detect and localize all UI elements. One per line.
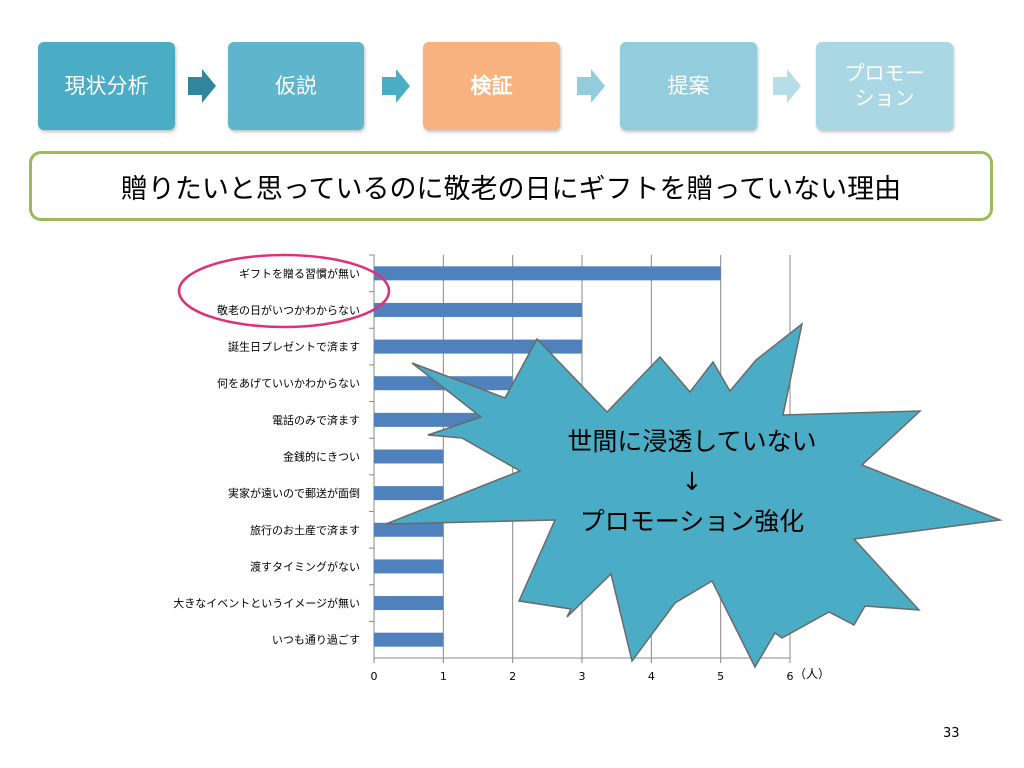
callout-starburst — [385, 322, 1003, 669]
chart-bar — [374, 632, 444, 647]
flow-step-label: 現状分析 — [64, 73, 149, 98]
x-unit-label: （人） — [794, 667, 830, 681]
flow-arrow-1 — [188, 69, 216, 103]
callout-line-2: プロモーション強化 — [580, 507, 805, 536]
slide-title: 贈りたいと思っているのに敬老の日にギフトを贈っていない理由 — [120, 173, 902, 205]
flow-step-hypothesis: 仮説 — [228, 42, 364, 130]
callout-line-1: 世間に浸透していない — [567, 427, 816, 456]
category-label: 大きなイベントというイメージが無い — [173, 596, 360, 610]
flow-step-label: プロモー ション — [844, 61, 925, 110]
flow-arrow-3 — [577, 69, 605, 103]
flow-step-promotion: プロモー ション — [816, 42, 953, 130]
chart-bar — [374, 522, 444, 537]
flow-step-label: 検証 — [470, 73, 513, 98]
chart-bar — [374, 302, 582, 317]
x-tick-label: 4 — [648, 670, 655, 683]
x-tick-label: 2 — [509, 670, 516, 683]
chart-bar — [374, 486, 444, 501]
flow-arrow-4 — [773, 69, 801, 103]
slide-title-box: 贈りたいと思っているのに敬老の日にギフトを贈っていない理由 — [29, 151, 993, 221]
flow-step-verification: 検証 — [423, 42, 560, 130]
category-label: いつも通り過ごす — [272, 633, 360, 647]
chart-bar — [374, 339, 582, 354]
category-label: ギフトを贈る習慣が無い — [239, 266, 360, 280]
page-number: 33 — [943, 726, 960, 741]
category-label: 渡すタイミングがない — [250, 559, 360, 573]
category-label: 実家が遠いので郵送が面倒 — [228, 486, 360, 500]
category-label: 敬老の日がいつかわからない — [217, 303, 360, 317]
chart-bars — [374, 266, 721, 647]
category-label: 何をあげていいかわからない — [217, 377, 360, 390]
flow-step-analysis: 現状分析 — [38, 42, 175, 130]
flow-step-proposal: 提案 — [620, 42, 757, 130]
category-label: 金銭的にきつい — [283, 450, 360, 464]
category-label: 旅行のお土産で済ます — [250, 523, 360, 537]
category-label: 電話のみで済ます — [272, 413, 360, 427]
flow-step-label: 仮説 — [275, 73, 317, 98]
x-tick-label: 6 — [787, 670, 794, 683]
callout-arrow: ↓ — [682, 467, 703, 496]
chart-axis: 0 1 2 3 4 5 6 （人） ギフトを贈る習慣が無い敬老の日がいつかわからない誕生日プレゼ… — [173, 254, 830, 683]
x-tick-label: 0 — [371, 670, 378, 683]
x-tick-label: 5 — [717, 670, 724, 683]
x-tick-label: 1 — [440, 670, 447, 683]
chart-bar — [374, 559, 444, 574]
highlight-ellipse — [177, 253, 391, 329]
chart-bar — [374, 449, 444, 464]
category-label: 誕生日プレゼントで済ます — [228, 340, 360, 354]
flow-step-label: 提案 — [667, 73, 710, 98]
chart-bar — [374, 596, 444, 611]
chart-bar — [374, 266, 721, 281]
flow-arrow-2 — [382, 69, 410, 103]
x-tick-label: 3 — [579, 670, 586, 683]
